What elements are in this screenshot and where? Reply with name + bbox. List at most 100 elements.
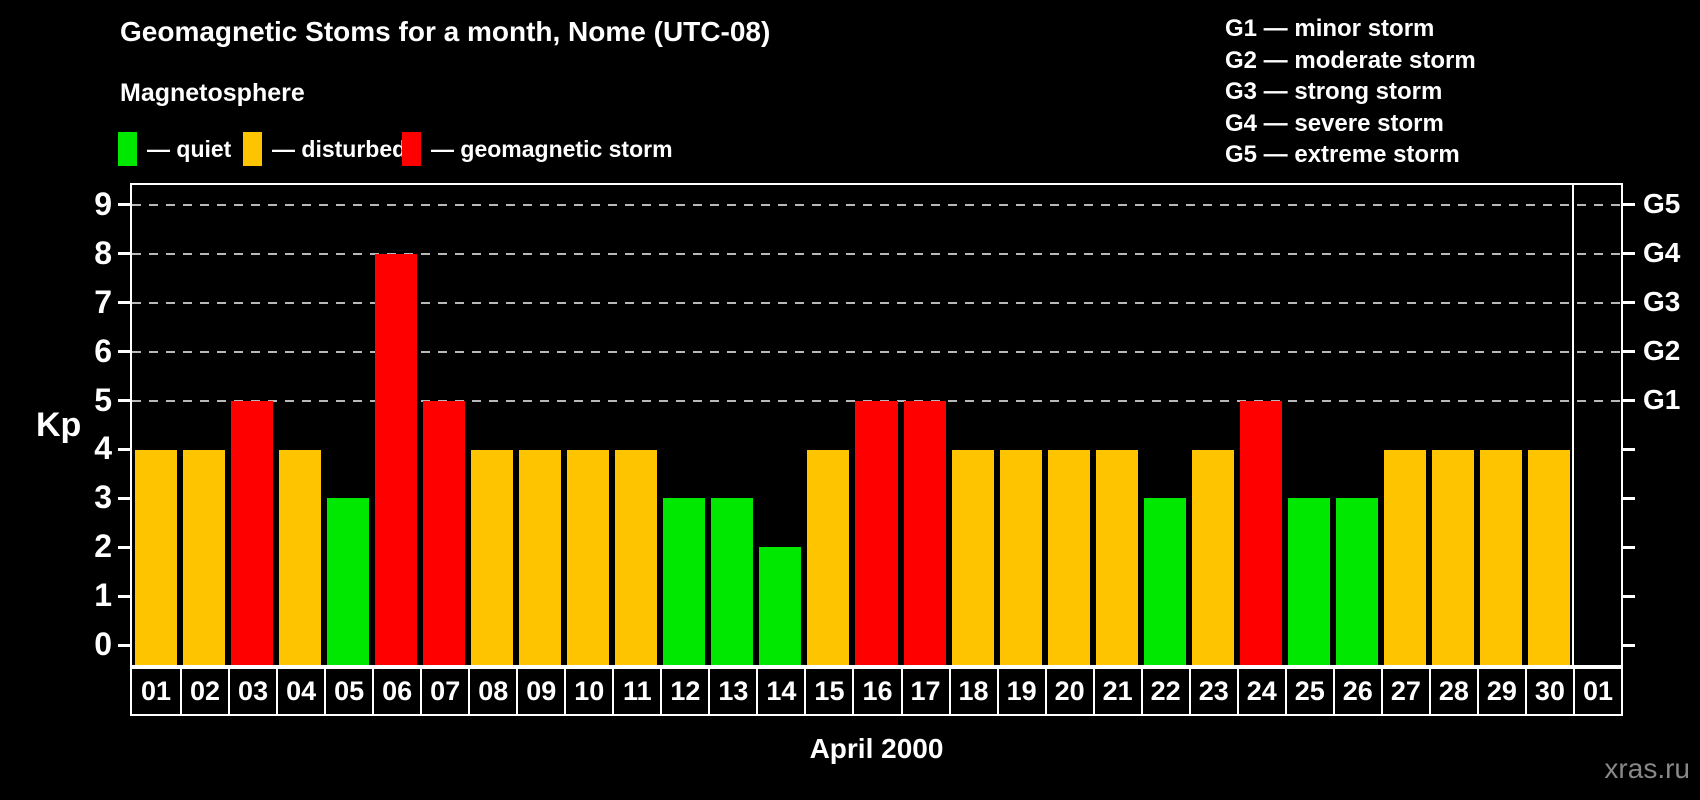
kp-bar-day-18 (951, 449, 994, 665)
next-month-separator (1571, 185, 1574, 665)
x-axis-day-label-15: 15 (804, 669, 852, 714)
x-axis-day-label-19: 19 (996, 669, 1045, 714)
kp-bar-day-08 (471, 449, 514, 665)
y-tick-right-1 (1623, 594, 1635, 598)
y-tick-label-6: 6 (94, 332, 112, 369)
y-tick-label-7: 7 (94, 283, 112, 320)
x-axis-day-label-22: 22 (1140, 669, 1189, 714)
y-tick-left-5 (118, 399, 130, 402)
kp-bar-day-03 (231, 400, 274, 665)
y-tick-right-4 (1623, 447, 1635, 451)
g-scale-label-g3: G3 (1643, 285, 1681, 317)
x-axis-day-label-20: 20 (1044, 669, 1093, 714)
kp-bar-day-11 (615, 449, 658, 665)
x-axis-day-label-17: 17 (900, 669, 949, 714)
kp-bar-day-15 (807, 449, 850, 665)
y-tick-label-3: 3 (94, 479, 112, 516)
kp-bar-day-05 (327, 498, 370, 665)
y-tick-left-6 (118, 350, 130, 354)
y-tick-left-0 (118, 643, 130, 647)
y-tick-right-3 (1623, 496, 1635, 500)
g-scale-label-g1: G1 (1643, 383, 1681, 415)
gridline-kp9 (132, 203, 1621, 206)
y-tick-label-9: 9 (94, 185, 112, 222)
kp-bar-day-12 (663, 498, 706, 665)
kp-bar-day-26 (1335, 498, 1378, 665)
kp-bar-day-04 (279, 449, 322, 665)
kp-bar-day-07 (423, 400, 466, 665)
gridline-kp6 (132, 350, 1621, 353)
x-axis-day-label-05: 05 (324, 669, 372, 714)
chart-title: Geomagnetic Stoms for a month, Nome (UTC… (120, 16, 771, 47)
legend-quiet-label: — quiet (147, 135, 232, 162)
legend-item-storm: — geomagnetic storm (402, 131, 673, 167)
plot-area (130, 183, 1623, 667)
kp-bar-day-06 (375, 253, 418, 665)
legend-item-quiet: — quiet (118, 131, 231, 167)
kp-bar-day-28 (1431, 449, 1474, 665)
g-scale-label-g2: G2 (1643, 334, 1681, 366)
x-axis-day-label-29: 29 (1476, 669, 1525, 714)
legend-item-disturbed: — disturbed (243, 131, 406, 167)
x-axis-day-label-08: 08 (468, 669, 516, 714)
kp-bar-day-25 (1287, 498, 1330, 665)
y-tick-left-1 (118, 594, 130, 598)
magnetosphere-legend-title: Magnetosphere (120, 79, 305, 107)
x-axis-day-label-12: 12 (660, 669, 708, 714)
kp-bar-day-24 (1239, 400, 1282, 665)
x-axis-day-label-11: 11 (612, 669, 660, 714)
g-scale-label-g5: G5 (1643, 187, 1681, 219)
watermark: xras.ru (1604, 753, 1690, 784)
kp-bar-day-29 (1479, 449, 1522, 665)
kp-bar-day-27 (1383, 449, 1426, 665)
kp-bar-day-23 (1191, 449, 1234, 665)
y-tick-left-3 (118, 496, 130, 500)
y-tick-right-6 (1623, 350, 1635, 354)
g-scale-label-g4: G4 (1643, 236, 1681, 268)
x-axis-day-label-30: 30 (1524, 669, 1573, 714)
x-axis-day-label-02: 02 (180, 669, 228, 714)
x-axis-day-label-01-next: 01 (1572, 669, 1621, 714)
legend-disturbed-label: — disturbed (272, 135, 407, 162)
kp-bar-day-19 (999, 449, 1042, 665)
gridline-kp5 (132, 399, 1621, 402)
x-axis-day-label-10: 10 (564, 669, 612, 714)
kp-bar-day-14 (759, 547, 802, 665)
y-tick-left-4 (118, 447, 130, 451)
y-tick-right-9 (1623, 203, 1635, 207)
kp-bar-day-22 (1143, 498, 1186, 665)
kp-bar-day-17 (903, 400, 946, 665)
x-axis-day-label-24: 24 (1236, 669, 1285, 714)
x-axis-day-label-01: 01 (140, 676, 172, 706)
x-axis-day-label-04: 04 (276, 669, 324, 714)
x-axis-day-label-21: 21 (1092, 669, 1141, 714)
y-tick-left-8 (118, 252, 130, 256)
x-axis-day-label-18: 18 (948, 669, 997, 714)
quiet-color-swatch (118, 132, 137, 166)
x-axis-day-label-13: 13 (708, 669, 756, 714)
x-axis-day-label-06: 06 (372, 669, 420, 714)
kp-bar-day-30 (1527, 449, 1570, 665)
y-tick-left-7 (118, 301, 130, 305)
kp-bar-day-21 (1095, 449, 1138, 665)
gridline-kp7 (132, 301, 1621, 304)
kp-bar-day-10 (567, 449, 610, 665)
y-tick-right-7 (1623, 301, 1635, 305)
kp-bar-day-20 (1047, 449, 1090, 665)
y-tick-right-0 (1623, 643, 1635, 647)
y-tick-label-0: 0 (94, 626, 112, 663)
kp-bar-day-13 (711, 498, 754, 665)
storm-scale-legend: G1 — minor storm G2 — moderate storm G3 … (1225, 13, 1476, 171)
x-axis-day-label-25: 25 (1284, 669, 1333, 714)
disturbed-color-swatch (243, 132, 262, 166)
storm-scale-g1: G1 — minor storm (1225, 15, 1435, 42)
x-axis-day-label-28: 28 (1428, 669, 1477, 714)
x-axis-day-label-16: 16 (852, 669, 900, 714)
storm-color-swatch (402, 132, 421, 166)
kp-bar-day-02 (183, 449, 226, 665)
gridline-kp8 (132, 252, 1621, 255)
x-axis-day-label-27: 27 (1380, 669, 1429, 714)
storm-scale-g3: G3 — strong storm (1225, 78, 1443, 106)
y-axis-title: Kp (36, 406, 82, 444)
